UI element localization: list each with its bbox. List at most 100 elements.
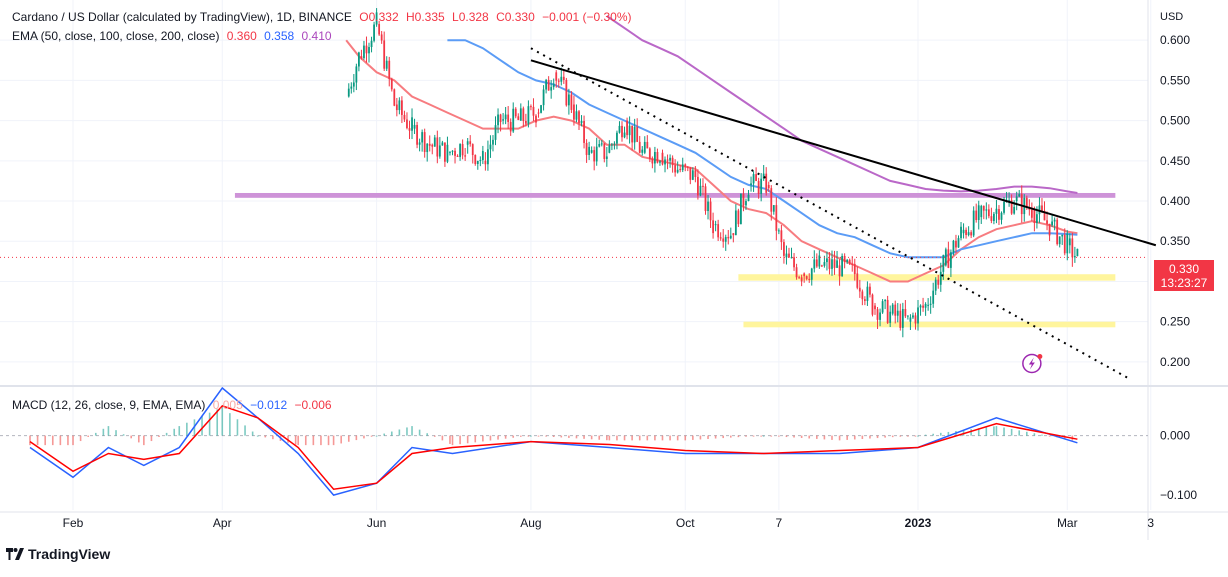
candle-up[interactable] [826,258,828,263]
candle-down[interactable] [732,233,735,236]
candle-down[interactable] [583,120,585,143]
candle-up[interactable] [363,45,365,59]
candle-up[interactable] [995,208,998,214]
candle-up[interactable] [446,144,449,162]
candle-down[interactable] [390,79,393,90]
candle-up[interactable] [633,127,636,143]
candle-down[interactable] [702,185,704,187]
candle-down[interactable] [403,114,406,120]
candle-up[interactable] [699,185,702,196]
candle-down[interactable] [722,238,725,242]
candle-up[interactable] [441,142,444,146]
candle-down[interactable] [557,80,560,82]
candle-down[interactable] [378,24,381,35]
candle-up[interactable] [960,226,962,239]
candle-down[interactable] [851,263,854,265]
candle-down[interactable] [1043,210,1046,221]
candle-down[interactable] [833,259,836,268]
candle-up[interactable] [481,151,484,160]
candle-up[interactable] [810,268,813,280]
candle-down[interactable] [535,115,537,123]
candle-down[interactable] [423,132,426,153]
candle-down[interactable] [788,253,790,258]
candle-up[interactable] [836,260,838,268]
candle-up[interactable] [1008,200,1010,202]
candle-down[interactable] [570,94,573,110]
candle-down[interactable] [793,257,795,268]
candle-down[interactable] [365,45,368,54]
candle-down[interactable] [573,104,575,120]
candle-up[interactable] [929,303,932,305]
candle-up[interactable] [714,224,717,226]
candle-up[interactable] [901,308,904,328]
candle-up[interactable] [745,201,747,206]
candle-down[interactable] [671,157,674,166]
candle-down[interactable] [636,127,639,142]
candle-up[interactable] [823,262,826,266]
candle-up[interactable] [777,230,780,232]
zone-resistance[interactable] [234,192,1116,198]
candle-up[interactable] [492,139,494,145]
candle-down[interactable] [803,273,806,277]
candle-up[interactable] [760,178,763,194]
candle-down[interactable] [737,210,740,225]
candle-up[interactable] [846,259,849,262]
candle-up[interactable] [993,213,995,221]
candle-down[interactable] [1041,205,1043,211]
candle-up[interactable] [357,52,360,67]
candle-up[interactable] [891,304,894,314]
candle-up[interactable] [924,303,927,308]
candle-down[interactable] [1033,209,1036,223]
candle-up[interactable] [1076,248,1079,257]
candle-up[interactable] [980,205,983,218]
candle-up[interactable] [600,143,603,145]
candle-up[interactable] [512,108,515,132]
ema-label[interactable]: EMA (50, close, 100, close, 200, close) [12,29,220,43]
candle-down[interactable] [767,184,770,189]
candle-up[interactable] [628,125,631,136]
candle-down[interactable] [828,258,831,269]
candle-down[interactable] [894,304,897,316]
candle-down[interactable] [507,114,510,122]
candle-up[interactable] [433,137,436,147]
candle-up[interactable] [734,210,737,236]
signal-line[interactable] [29,405,1078,490]
candle-down[interactable] [578,111,580,124]
candle-down[interactable] [509,121,512,132]
candle-up[interactable] [962,229,965,234]
candle-up[interactable] [355,66,358,83]
candle-up[interactable] [542,89,545,106]
candle-down[interactable] [704,186,707,212]
candle-up[interactable] [550,87,553,91]
candle-down[interactable] [1056,219,1059,245]
candle-up[interactable] [729,235,732,239]
candle-down[interactable] [684,164,687,167]
candle-up[interactable] [618,125,621,133]
candle-down[interactable] [886,299,889,323]
candle-down[interactable] [998,209,1000,220]
candle-up[interactable] [866,286,869,301]
candle-up[interactable] [653,151,656,164]
candle-up[interactable] [934,279,937,291]
candle-down[interactable] [499,114,502,123]
candle-up[interactable] [881,301,884,313]
candle-down[interactable] [780,230,783,243]
candle-up[interactable] [972,210,975,236]
candle-up[interactable] [370,40,373,48]
candle-up[interactable] [1015,196,1018,202]
candle-down[interactable] [383,40,386,69]
candle-down[interactable] [686,166,689,168]
candle-up[interactable] [967,232,970,236]
candle-down[interactable] [646,141,649,149]
candle-down[interactable] [689,167,692,180]
candle-down[interactable] [709,201,712,221]
candle-down[interactable] [393,89,396,106]
candle-down[interactable] [666,159,669,161]
candle-up[interactable] [790,257,793,259]
candle-up[interactable] [347,88,350,97]
candle-down[interactable] [444,142,446,162]
candle-down[interactable] [765,173,768,193]
candle-up[interactable] [659,161,661,163]
